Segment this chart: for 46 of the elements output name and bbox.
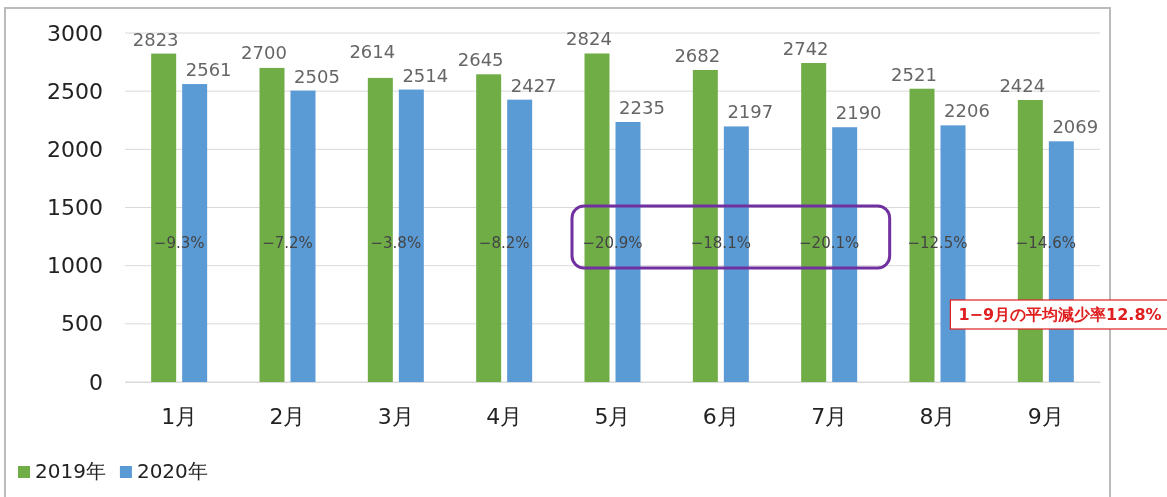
annotation: −20.9%	[582, 234, 643, 253]
data-label: 2197	[727, 101, 774, 123]
data-label: 2514	[402, 64, 449, 86]
data-label: 2823	[132, 28, 179, 50]
annotation: −8.2%	[478, 234, 530, 253]
legend-label: 2020年	[136, 459, 208, 483]
y-tick-label: 0	[89, 369, 103, 395]
x-tick-label: 4月	[486, 403, 523, 429]
data-label: 2682	[674, 44, 721, 66]
data-label: 2700	[241, 41, 287, 63]
annotation: −12.5%	[907, 234, 968, 253]
x-tick-label: 9月	[1027, 403, 1064, 429]
data-label: 2190	[835, 102, 882, 124]
data-label: 2505	[294, 65, 340, 87]
data-label: 2069	[1052, 116, 1099, 138]
y-tick-label: 1500	[47, 195, 103, 221]
data-label: 2824	[566, 28, 612, 50]
data-label: 2424	[999, 75, 1046, 97]
data-label: 2427	[510, 74, 557, 96]
x-tick-label: 8月	[919, 403, 956, 429]
data-label: 2235	[619, 97, 665, 118]
x-tick-label: 1月	[161, 403, 198, 429]
annotation: −7.2%	[262, 234, 313, 253]
data-label: 2521	[891, 63, 937, 85]
x-tick-label: 6月	[702, 403, 739, 429]
x-tick-label: 5月	[594, 403, 631, 429]
annotation: 1−9月の平均減少率12.8%	[958, 305, 1162, 324]
x-tick-label: 3月	[377, 403, 414, 429]
y-tick-label: 2000	[47, 136, 103, 162]
y-tick-label: 500	[61, 311, 103, 337]
x-tick-label: 7月	[811, 403, 848, 429]
data-label: 2614	[349, 40, 396, 62]
data-label: 2742	[782, 38, 829, 60]
annotation: −9.3%	[153, 234, 205, 253]
y-tick-label: 1000	[47, 253, 103, 279]
annotation: −3.8%	[370, 234, 422, 253]
annotation: −20.1%	[799, 234, 860, 253]
data-label: 2561	[185, 59, 232, 81]
x-tick-label: 2月	[269, 403, 306, 429]
data-label: 2645	[457, 49, 504, 71]
annotation: −18.1%	[690, 234, 751, 253]
annotation: −14.6%	[1015, 234, 1076, 253]
y-tick-label: 2500	[47, 78, 103, 104]
y-tick-label: 3000	[47, 20, 103, 46]
data-label: 2206	[944, 100, 990, 122]
legend-label: 2019年	[35, 459, 106, 483]
